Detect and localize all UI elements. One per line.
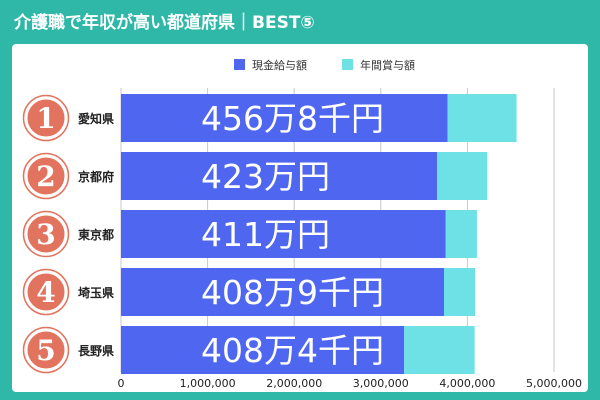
x-tick-label: 3,000,000 [353,377,409,390]
legend-label-bonus: 年間賞与額 [360,58,415,72]
rank-badge [24,328,68,372]
rank-badge-ring [22,210,70,258]
rank-badge [24,96,68,140]
bar-total-label: 423万円 [201,157,330,196]
bar-cash-salary [121,94,448,142]
bar-cash-salary [121,210,446,258]
legend-swatch-cash [234,59,245,70]
rank-number: 5 [36,334,55,367]
category-label: 京都府 [78,169,114,184]
bar-total-label: 411万円 [201,215,330,254]
x-tick-label: 5,000,000 [526,377,582,390]
bar-bonus [447,94,517,142]
x-tick-label: 2,000,000 [266,377,322,390]
bar-cash-salary [121,326,405,374]
rank-badge [24,270,68,314]
rank-number: 3 [36,218,55,251]
rank-number: 4 [36,276,55,309]
legend-label-cash: 現金給与額 [252,58,307,72]
x-tick-label: 4,000,000 [439,377,495,390]
rank-badge-ring [22,94,70,142]
bar-total-label: 408万4千円 [201,331,384,370]
x-tick-label: 1,000,000 [180,377,236,390]
bar-bonus [437,152,488,200]
rank-number: 1 [36,102,55,135]
rank-badge-ring [22,326,70,374]
bar-cash-salary [121,268,445,316]
category-label: 埼玉県 [78,285,114,300]
category-label: 長野県 [78,343,114,358]
rank-badge [24,212,68,256]
bar-bonus [445,210,477,258]
rank-badge-ring [22,268,70,316]
category-label: 愛知県 [78,111,114,126]
rank-number: 2 [36,160,55,193]
rank-badge [24,154,68,198]
bar-cash-salary [121,152,438,200]
bar-total-label: 456万8千円 [201,99,384,138]
bar-bonus [444,268,476,316]
bar-bonus [404,326,475,374]
category-label: 東京都 [78,227,114,242]
legend-swatch-bonus [342,59,353,70]
chart-title: 介護職で年収が高い都道府県｜BEST⑤ [0,0,336,46]
rank-badge-ring [22,152,70,200]
bar-total-label: 408万9千円 [201,273,384,312]
x-tick-label: 0 [118,377,125,390]
